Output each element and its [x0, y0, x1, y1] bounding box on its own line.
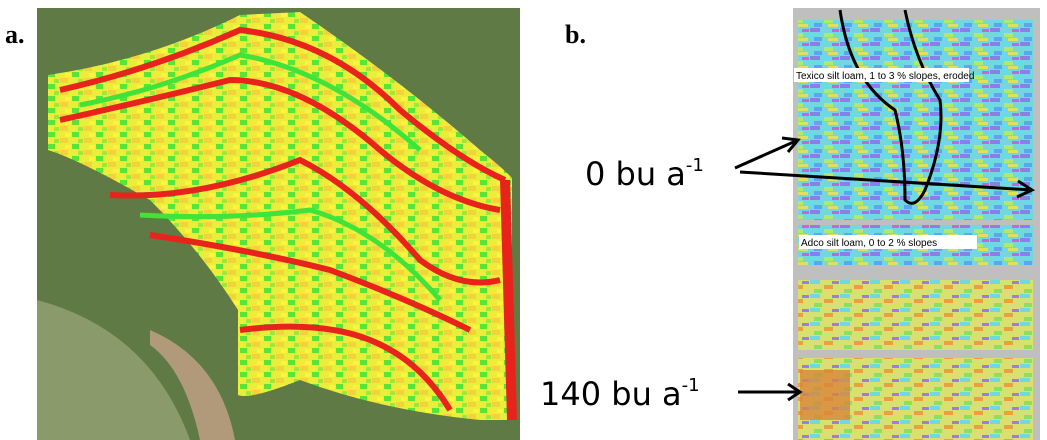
high-yield-patch [800, 370, 850, 420]
panel-label: b. [565, 20, 586, 49]
annotation: 0 bu a-1 [585, 155, 704, 193]
panel-b: Texico silt loam, 1 to 3 % slopes, erode… [540, 8, 1040, 440]
annotation: 140 bu a-1 [540, 375, 700, 413]
panel-a: a. [5, 8, 520, 440]
annotation-text: 0 bu a [585, 155, 686, 193]
annotation-text: 140 bu a [540, 375, 682, 413]
yield-map-lower [798, 280, 1033, 350]
soil-label: Texico silt loam, 1 to 3 % slopes, erode… [796, 71, 974, 82]
soil-label: Adco silt loam, 0 to 2 % slopes [801, 238, 937, 249]
annotation-exponent: -1 [682, 375, 700, 396]
panel-label: a. [5, 20, 25, 49]
figure: a. Texico silt loam, 1 to 3 % slopes, er… [0, 0, 1047, 440]
annotation-exponent: -1 [686, 155, 704, 176]
